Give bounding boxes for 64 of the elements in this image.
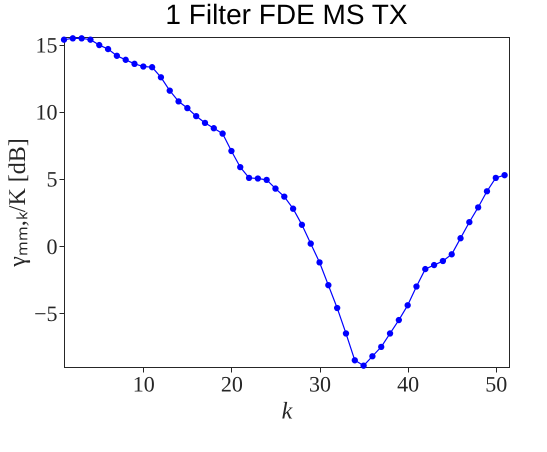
y-axis-title: γₘₘ,ₖ/K [dB] xyxy=(5,138,32,268)
point xyxy=(87,36,94,43)
x-axis-title: k xyxy=(282,398,293,424)
chart-title: 1 Filter FDE MS TX xyxy=(165,0,408,30)
y-tick-label: 10 xyxy=(36,100,58,125)
point xyxy=(114,52,120,59)
y-tick-label: 0 xyxy=(46,234,58,259)
point xyxy=(70,35,76,42)
point xyxy=(369,353,376,360)
point xyxy=(360,362,367,369)
point xyxy=(264,176,270,184)
point xyxy=(386,330,394,337)
point xyxy=(484,188,490,194)
point xyxy=(413,283,420,290)
point xyxy=(272,185,279,192)
point xyxy=(131,60,138,67)
y-tick-label: 5 xyxy=(46,166,58,192)
point xyxy=(308,240,314,247)
point xyxy=(430,262,438,268)
point xyxy=(378,344,384,350)
point xyxy=(175,98,182,105)
point xyxy=(404,302,411,308)
point xyxy=(148,64,156,70)
point xyxy=(140,63,146,70)
point xyxy=(422,266,428,272)
point xyxy=(316,259,323,266)
point xyxy=(210,125,217,132)
point xyxy=(334,304,340,312)
x-tick-label: 20 xyxy=(220,372,243,396)
x-tick-label: 10 xyxy=(132,372,155,396)
point xyxy=(219,130,226,137)
point xyxy=(228,148,235,154)
point xyxy=(122,56,129,63)
point xyxy=(448,251,455,258)
point xyxy=(440,258,446,264)
point xyxy=(325,282,332,288)
point xyxy=(60,36,68,43)
y-tick-label: −5 xyxy=(34,300,58,326)
x-tick-label: 50 xyxy=(485,372,508,396)
point xyxy=(246,174,252,182)
point xyxy=(290,206,296,212)
point xyxy=(96,42,102,48)
point xyxy=(352,357,358,364)
point xyxy=(184,104,191,112)
point xyxy=(193,112,200,120)
point xyxy=(466,218,473,226)
point xyxy=(104,46,112,52)
point xyxy=(158,74,164,80)
point xyxy=(254,175,262,182)
point xyxy=(457,235,464,242)
point xyxy=(298,222,306,228)
x-tick-label: 40 xyxy=(397,372,420,396)
point xyxy=(281,193,288,200)
point xyxy=(166,88,173,94)
point xyxy=(202,120,208,126)
point xyxy=(237,164,244,170)
y-tick-label: 15 xyxy=(36,32,58,58)
point xyxy=(78,35,85,42)
point xyxy=(501,172,508,178)
point xyxy=(474,204,482,211)
x-tick-label: 30 xyxy=(309,372,332,396)
point xyxy=(492,174,499,182)
point xyxy=(396,316,402,324)
point xyxy=(342,330,350,337)
